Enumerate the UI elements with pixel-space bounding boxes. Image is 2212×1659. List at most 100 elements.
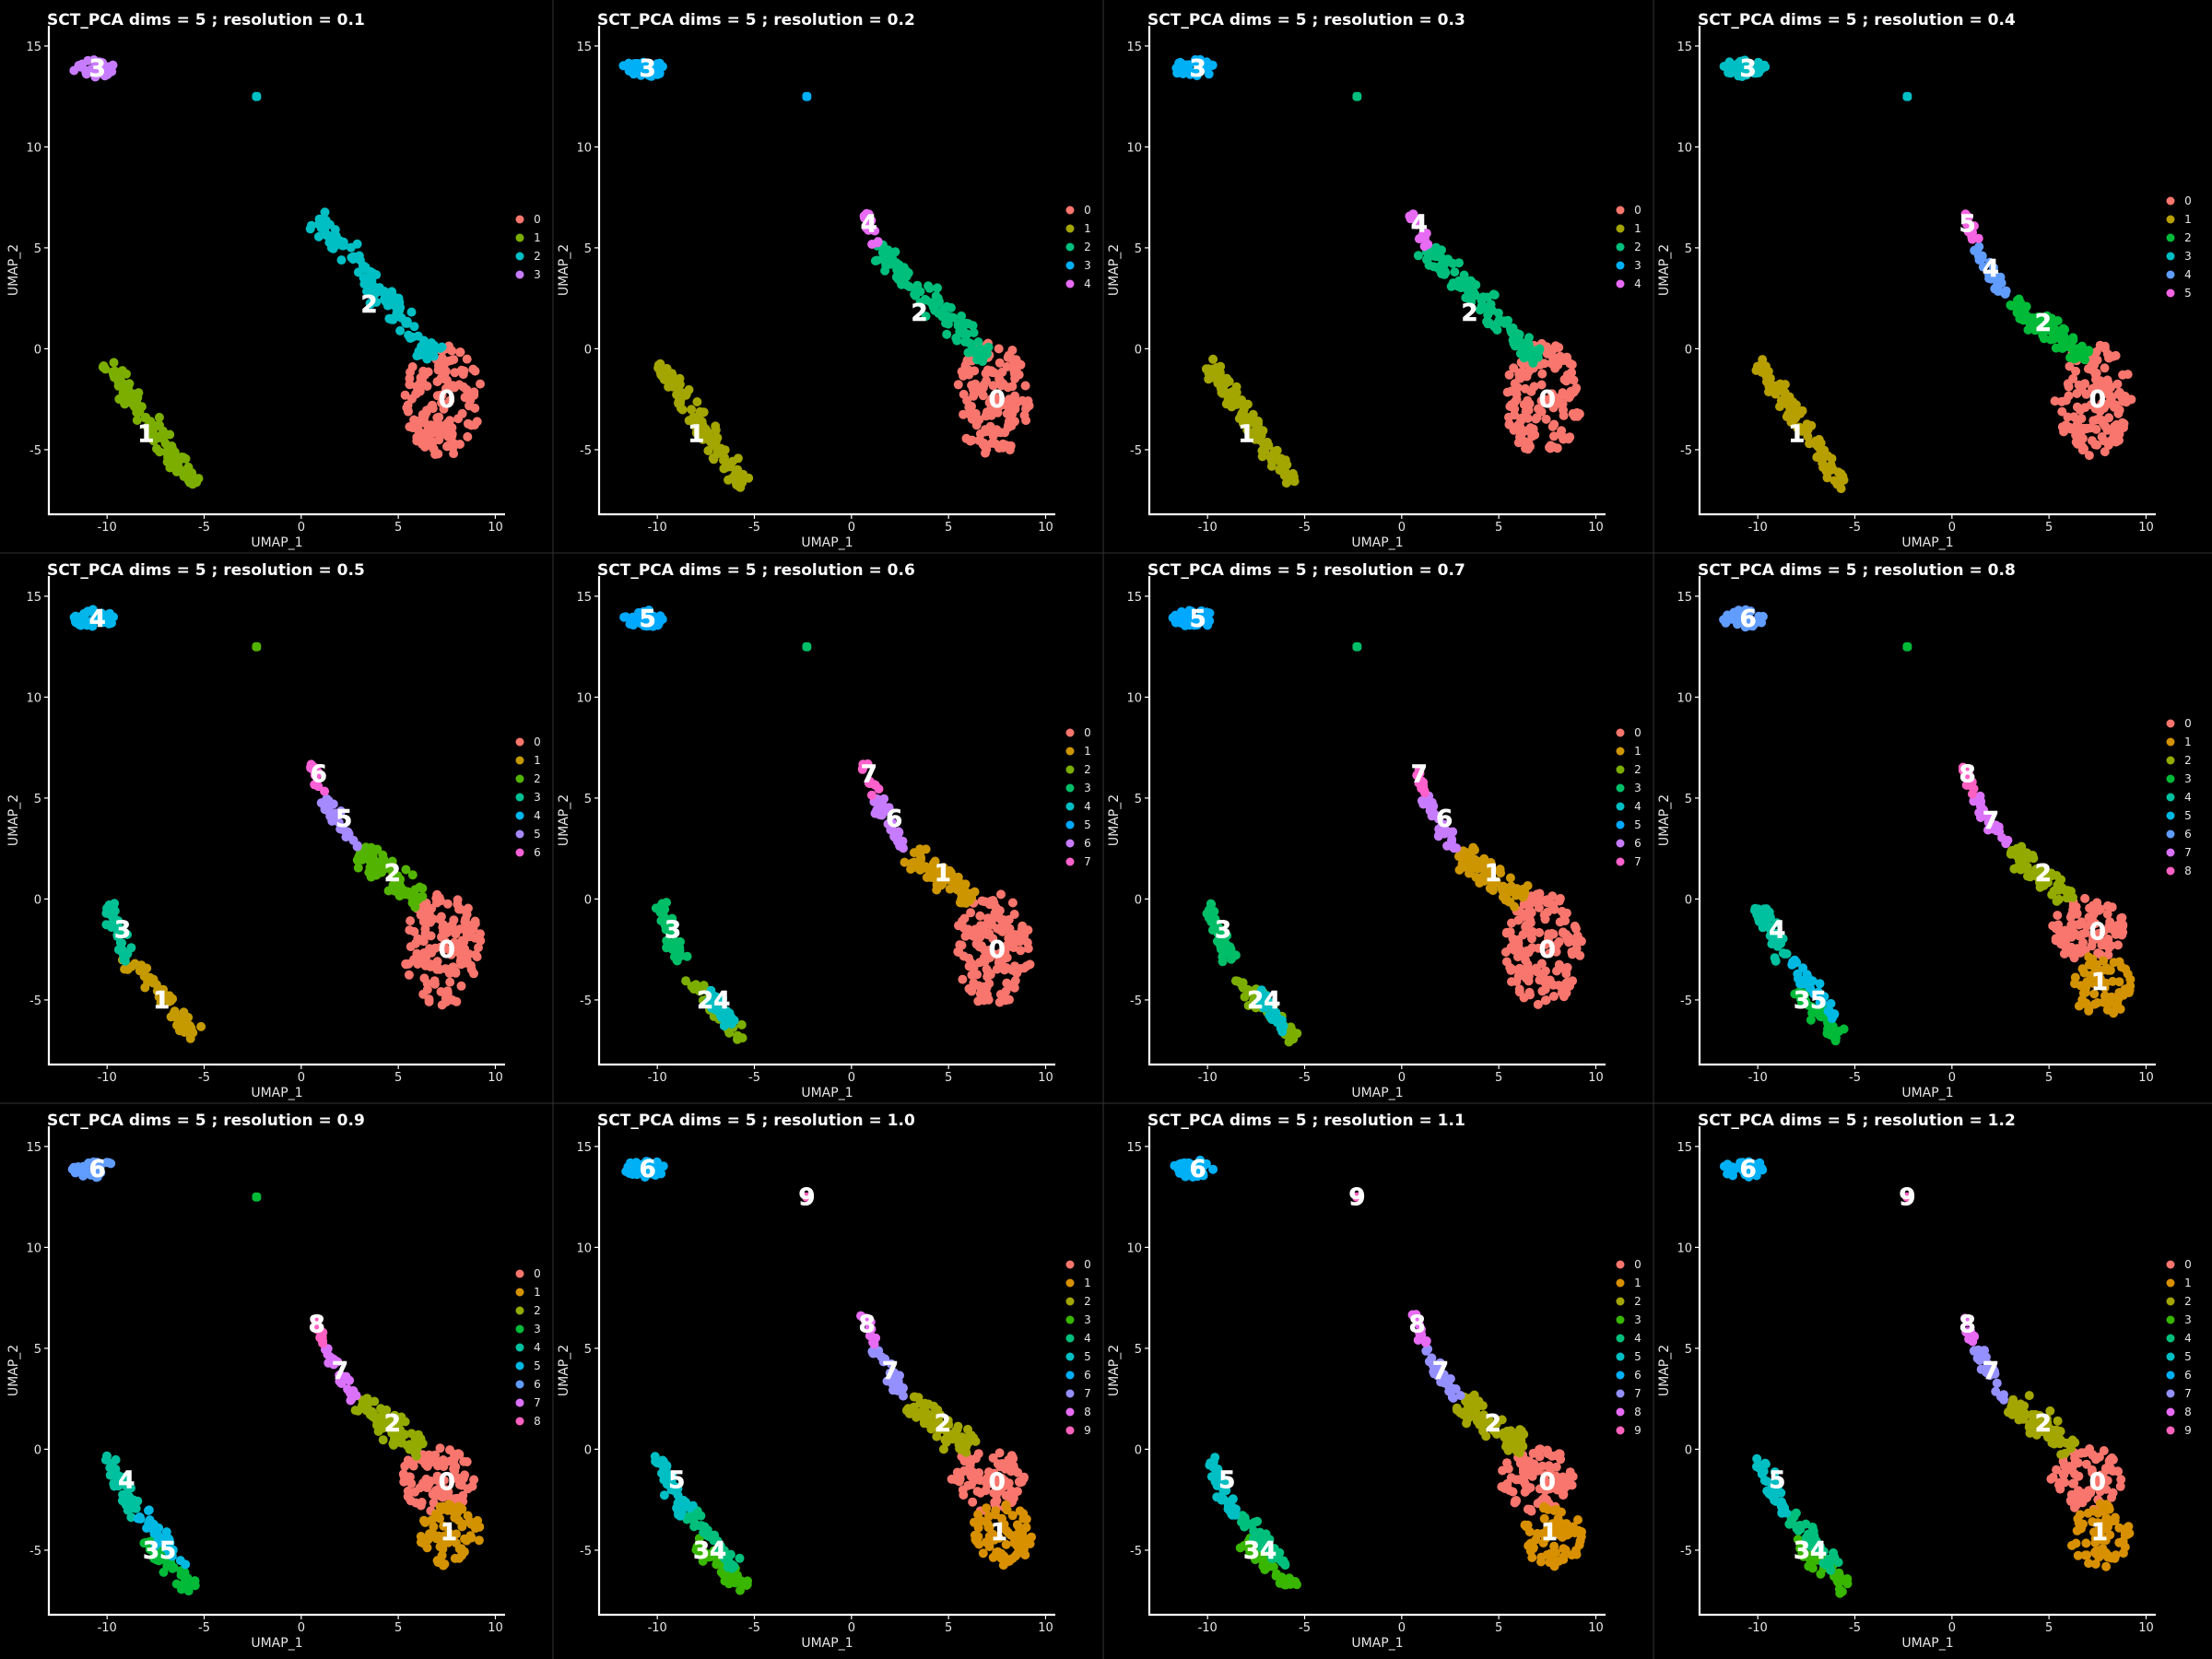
cell-point <box>684 416 694 426</box>
legend-swatch <box>1616 224 1625 233</box>
cell-point <box>949 881 959 890</box>
cell-point <box>1233 976 1243 986</box>
cell-point <box>1007 346 1018 355</box>
cell-point <box>2084 952 2094 962</box>
legend-label: 0 <box>1084 726 1091 739</box>
cell-point <box>371 870 382 880</box>
cell-point <box>1513 438 1524 448</box>
cell-point <box>154 992 164 1002</box>
cell-point <box>968 321 978 331</box>
cell-point <box>416 372 426 382</box>
cluster-label: 24 <box>1247 987 1280 1015</box>
legend-label: 4 <box>1634 800 1641 813</box>
legend-swatch <box>1616 747 1625 756</box>
legend-label: 3 <box>1634 259 1641 272</box>
cell-point <box>1566 386 1576 396</box>
cell-point <box>709 439 718 449</box>
y-tick-label: -5 <box>29 1545 41 1559</box>
cell-point <box>1523 395 1533 406</box>
cell-point <box>1282 474 1292 484</box>
cell-point <box>733 453 743 464</box>
cell-point <box>196 1021 206 1031</box>
cell-point <box>979 953 989 963</box>
legend-swatch <box>515 793 524 802</box>
cell-point <box>1561 1530 1571 1540</box>
legend-swatch <box>2166 252 2175 261</box>
legend-label: 0 <box>1084 204 1091 217</box>
cell-point <box>405 380 415 390</box>
cell-point <box>920 1398 930 1408</box>
cell-point <box>2111 350 2121 360</box>
cell-point <box>2023 871 2032 881</box>
cell-point <box>1549 1561 1559 1571</box>
cell-point <box>1018 931 1029 941</box>
scatter-points <box>69 55 485 489</box>
cell-point <box>2088 384 2099 394</box>
legend-label: 7 <box>534 1396 541 1409</box>
legend-label: 6 <box>1084 837 1091 850</box>
cell-point <box>1196 58 1206 68</box>
cell-point <box>1231 382 1241 392</box>
cluster-label: 3 <box>89 55 106 83</box>
cluster-label: 1 <box>153 987 170 1015</box>
cell-point <box>1208 354 1218 364</box>
x-tick-label: -10 <box>98 521 117 535</box>
panel-title: SCT_PCA dims = 5 ; resolution = 1.1 <box>1147 1112 1465 1130</box>
cell-point <box>1549 431 1559 441</box>
cell-point <box>353 267 363 277</box>
cell-point <box>352 841 362 851</box>
cell-point <box>1448 258 1458 268</box>
y-tick-label: 0 <box>1685 893 1692 907</box>
cell-point <box>320 207 330 218</box>
legend-label: 3 <box>1634 782 1641 794</box>
cell-point <box>2077 445 2088 455</box>
cell-point <box>176 453 186 462</box>
x-tick-label: -10 <box>98 1071 117 1085</box>
cell-point <box>982 982 992 993</box>
x-tick-label: -10 <box>1198 521 1218 535</box>
legend-label: 8 <box>1084 1406 1091 1418</box>
cell-point <box>437 1000 447 1010</box>
cell-point <box>639 57 649 67</box>
cell-point <box>471 949 481 959</box>
cluster-label: 1 <box>2091 969 2108 996</box>
cell-point <box>901 280 912 290</box>
cluster-label: 0 <box>989 1468 1006 1496</box>
cell-point <box>469 969 478 979</box>
cell-point <box>1548 992 1559 1001</box>
cell-point <box>2075 435 2085 445</box>
cluster-label: 6 <box>640 1156 656 1183</box>
y-axis-label: UMAP_2 <box>1657 244 1672 296</box>
cell-point <box>742 1580 752 1590</box>
legend-label: 2 <box>2184 754 2192 767</box>
cell-point <box>711 421 721 431</box>
y-tick-label: 15 <box>1126 591 1142 605</box>
y-tick-label: 0 <box>34 343 41 357</box>
x-tick-label: -5 <box>198 1621 210 1635</box>
cluster-label: 35 <box>1794 987 1827 1015</box>
cell-point <box>155 447 165 457</box>
cell-point <box>448 442 458 453</box>
legend-swatch <box>515 830 524 839</box>
legend-label: 0 <box>2184 194 2192 207</box>
panel-title: SCT_PCA dims = 5 ; resolution = 0.9 <box>47 1112 365 1130</box>
cell-point <box>1542 1445 1552 1455</box>
cell-point <box>2069 412 2079 422</box>
y-axis-label: UMAP_2 <box>1107 244 1122 296</box>
cell-point <box>465 1516 475 1526</box>
legend-label: 4 <box>2184 268 2192 281</box>
legend-swatch <box>515 811 524 820</box>
cell-point <box>665 942 676 952</box>
panel-title: SCT_PCA dims = 5 ; resolution = 0.3 <box>1147 11 1465 29</box>
legend-label: 6 <box>534 846 541 859</box>
legend-swatch <box>1065 279 1075 288</box>
cell-point <box>654 65 664 75</box>
cell-point <box>371 270 382 280</box>
cell-point <box>1522 920 1532 930</box>
scatter-points <box>619 606 1035 1044</box>
legend-swatch <box>2166 830 2175 839</box>
umap-panel: SCT_PCA dims = 5 ; resolution = 0.3-10 -5… <box>1107 11 1641 550</box>
cell-point <box>440 370 450 380</box>
cell-point <box>445 977 455 987</box>
cell-point <box>953 947 963 957</box>
